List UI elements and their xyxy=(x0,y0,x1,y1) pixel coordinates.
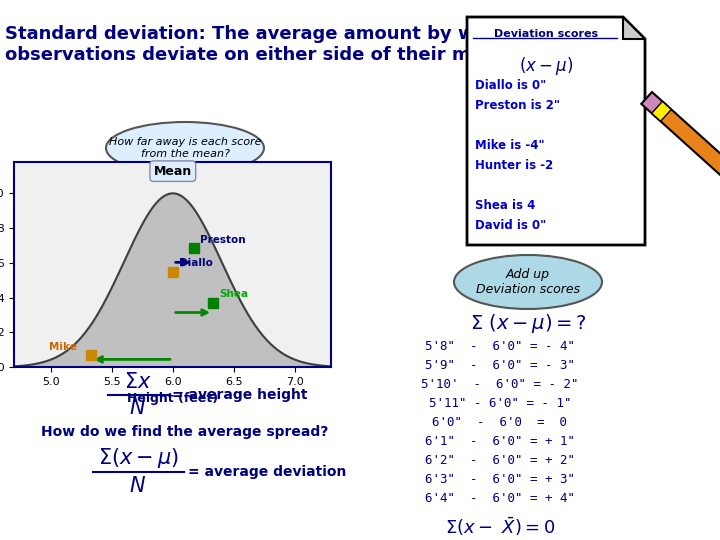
Text: 6'0"  -  6'0  =  0: 6'0" - 6'0 = 0 xyxy=(433,416,567,429)
Text: 5'8"  -  6'0" = - 4": 5'8" - 6'0" = - 4" xyxy=(425,340,575,353)
Text: $\Sigma\ (x - \mu) = ?$: $\Sigma\ (x - \mu) = ?$ xyxy=(469,312,586,335)
Text: David is 0": David is 0" xyxy=(475,219,546,232)
Text: Shea is 4: Shea is 4 xyxy=(475,199,536,212)
Text: Preston: Preston xyxy=(199,234,246,245)
Text: Mike is -4": Mike is -4" xyxy=(475,139,544,152)
Ellipse shape xyxy=(454,255,602,309)
Text: = average deviation: = average deviation xyxy=(188,465,346,479)
Text: Standard deviation: The average amount by which
observations deviate on either s: Standard deviation: The average amount b… xyxy=(5,25,517,64)
Polygon shape xyxy=(654,104,720,176)
Text: Mean: Mean xyxy=(153,165,192,178)
Text: 6'1"  -  6'0" = + 1": 6'1" - 6'0" = + 1" xyxy=(425,435,575,448)
Text: How do we find the average height?: How do we find the average height? xyxy=(43,345,327,359)
Text: Add up
Deviation scores: Add up Deviation scores xyxy=(476,268,580,296)
Ellipse shape xyxy=(106,122,264,174)
Text: $\Sigma(x - \mu) = 0$: $\Sigma(x - \mu) = 0$ xyxy=(448,538,552,540)
Text: $\Sigma(x -\ \bar{X}) = 0$: $\Sigma(x -\ \bar{X}) = 0$ xyxy=(445,515,555,538)
Text: How do we find the average spread?: How do we find the average spread? xyxy=(41,425,329,439)
Text: Preston is 2": Preston is 2" xyxy=(475,99,560,112)
Text: = average height: = average height xyxy=(172,388,307,402)
Text: Deviation scores: Deviation scores xyxy=(494,29,598,39)
Polygon shape xyxy=(623,17,645,39)
Text: Shea: Shea xyxy=(219,289,248,299)
Text: Diallo: Diallo xyxy=(179,258,213,268)
Text: Hunter is -2: Hunter is -2 xyxy=(475,159,553,172)
Text: Mike: Mike xyxy=(48,342,76,352)
Text: $(x - \mu)$: $(x - \mu)$ xyxy=(519,55,573,77)
Text: 5'11" - 6'0" = - 1": 5'11" - 6'0" = - 1" xyxy=(428,397,571,410)
Text: 6'3"  -  6'0" = + 3": 6'3" - 6'0" = + 3" xyxy=(425,473,575,486)
Text: $N$: $N$ xyxy=(130,476,147,496)
Text: $\Sigma(x - \mu)$: $\Sigma(x - \mu)$ xyxy=(97,446,179,470)
Text: 6'4"  -  6'0" = + 4": 6'4" - 6'0" = + 4" xyxy=(425,492,575,505)
Text: Diallo is 0": Diallo is 0" xyxy=(475,79,546,92)
Polygon shape xyxy=(642,92,665,116)
Polygon shape xyxy=(652,102,671,122)
Text: 5'9"  -  6'0" = - 3": 5'9" - 6'0" = - 3" xyxy=(425,359,575,372)
Text: $\Sigma x$: $\Sigma x$ xyxy=(124,372,152,392)
Text: How far away is each score
from the mean?: How far away is each score from the mean… xyxy=(109,137,261,159)
Text: $N$: $N$ xyxy=(130,398,147,418)
Text: 6'2"  -  6'0" = + 2": 6'2" - 6'0" = + 2" xyxy=(425,454,575,467)
X-axis label: Height (feet): Height (feet) xyxy=(127,393,218,406)
Polygon shape xyxy=(467,17,645,245)
Text: 5'10'  -  6'0" = - 2": 5'10' - 6'0" = - 2" xyxy=(421,378,579,391)
